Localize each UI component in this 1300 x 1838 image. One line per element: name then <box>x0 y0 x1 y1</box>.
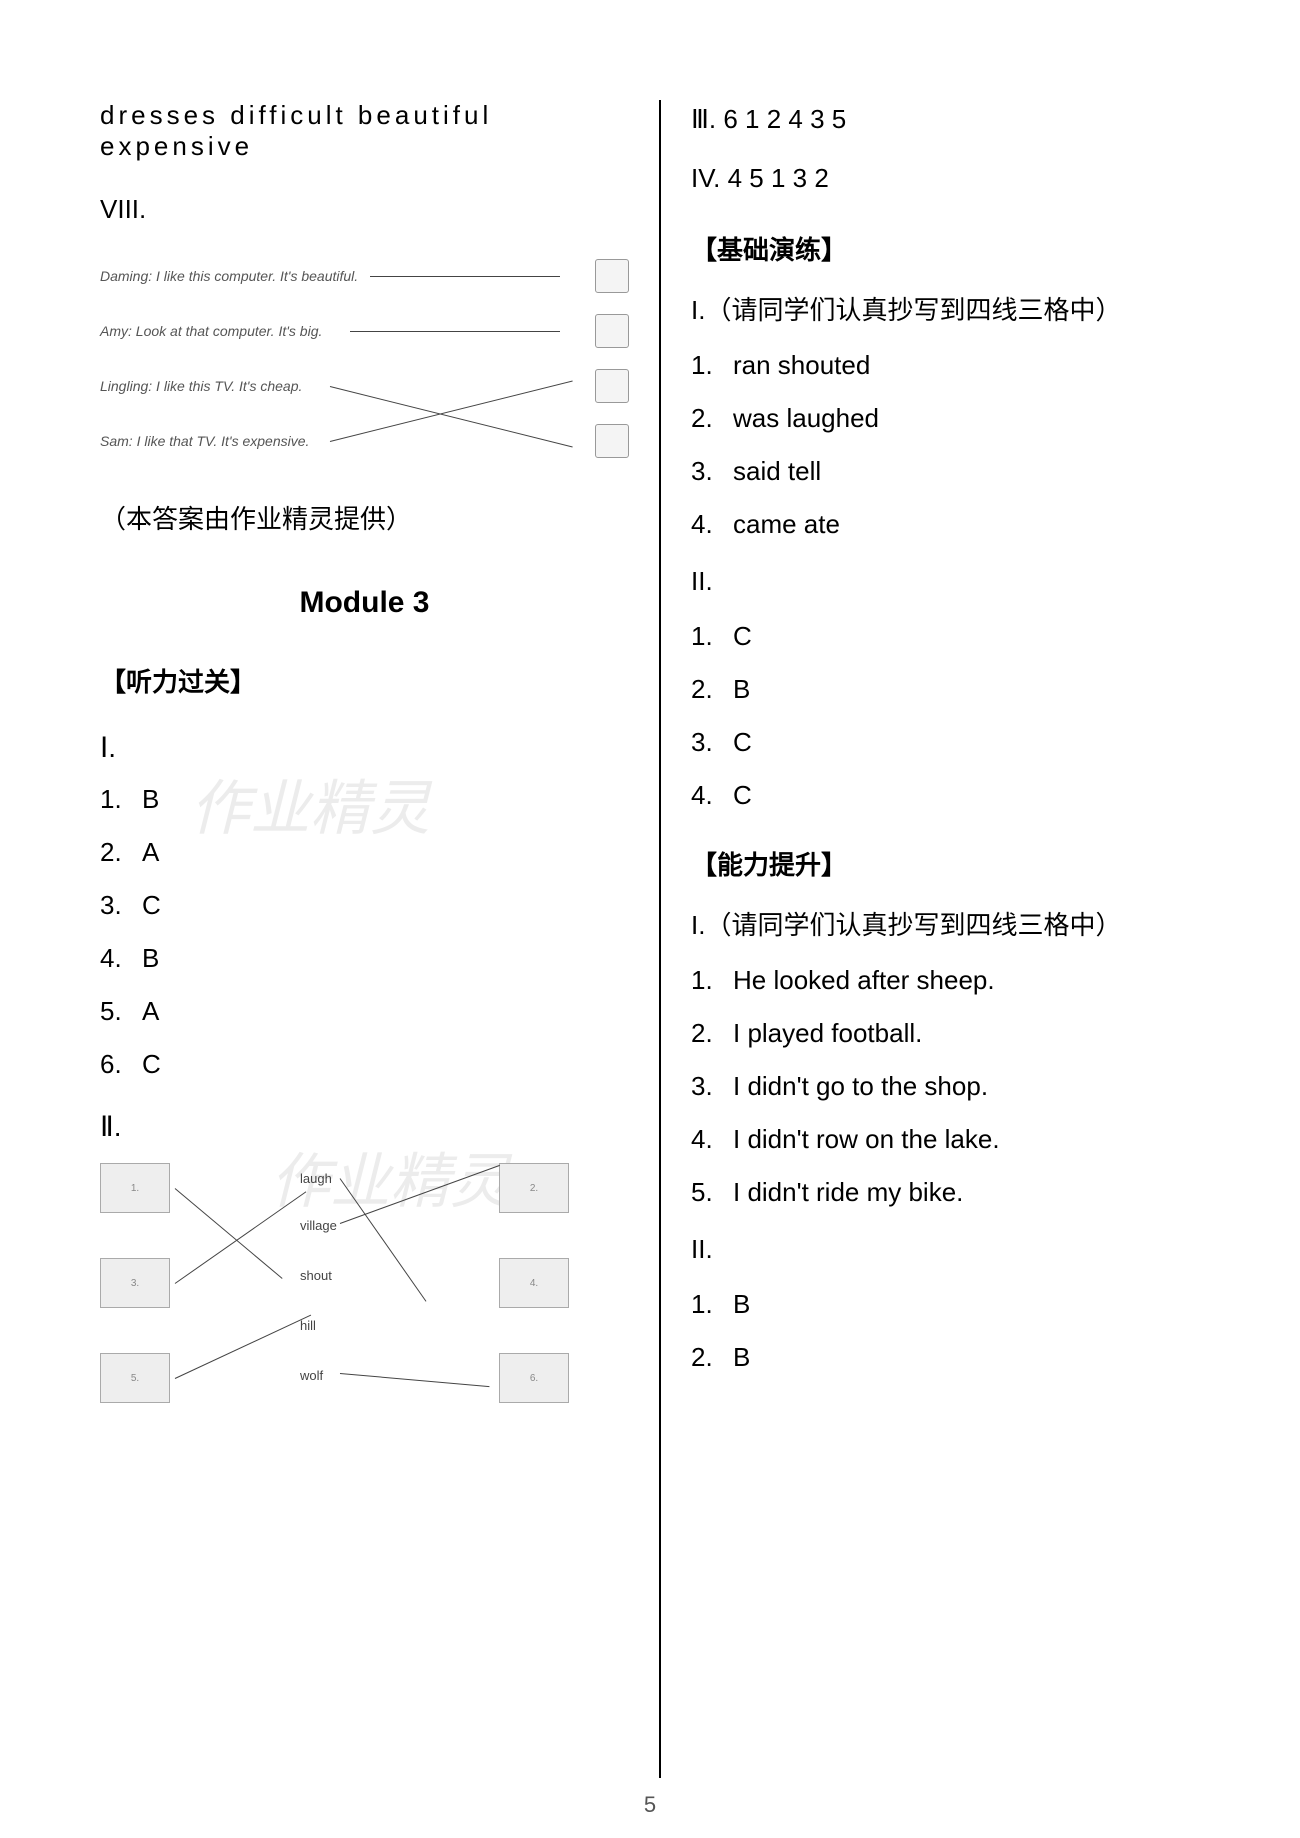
ability-ii-1: 1.B <box>691 1289 1220 1320</box>
roman-1: Ⅰ. <box>100 731 629 764</box>
ability-section-title: 【能力提升】 <box>691 845 1220 882</box>
pic-3: 3. <box>100 1258 170 1308</box>
label-hill: hill <box>300 1318 316 1333</box>
basic-i-2: 2.was laughed <box>691 403 1220 434</box>
match1-text-3: Lingling: I like this TV. It's cheap. <box>100 378 302 394</box>
q1-1: 1.B <box>100 784 629 815</box>
computer-icon <box>595 259 629 293</box>
roman-2: Ⅱ. <box>100 1110 629 1143</box>
ability-ii-2: 2.B <box>691 1342 1220 1373</box>
match1-text-4: Sam: I like that TV. It's expensive. <box>100 433 309 449</box>
label-village: village <box>300 1218 337 1233</box>
pic-2: 2. <box>499 1163 569 1213</box>
label-laugh: laugh <box>300 1171 332 1186</box>
m2-line-1 <box>175 1188 283 1279</box>
footer-note: （本答案由作业精灵提供） <box>100 499 629 536</box>
basic-i-1: 1.ran shouted <box>691 350 1220 381</box>
match-line-2 <box>350 331 560 332</box>
right-column: Ⅲ. 6 1 2 4 3 5 IV. 4 5 1 3 2 【基础演练】 I.（请… <box>661 100 1220 1778</box>
pic-6: 6. <box>499 1353 569 1403</box>
label-shout: shout <box>300 1268 332 1283</box>
basic-i-4: 4.came ate <box>691 509 1220 540</box>
label-wolf: wolf <box>300 1368 323 1383</box>
basic-ii-1: 1.C <box>691 621 1220 652</box>
ability-i-2: 2.I played football. <box>691 1018 1220 1049</box>
basic-i-note: I.（请同学们认真抄写到四线三格中） <box>691 291 1220 330</box>
listening-section-title: 【听力过关】 <box>100 662 629 699</box>
basic-ii-3: 3.C <box>691 727 1220 758</box>
page-container: dresses difficult beautiful expensive VI… <box>0 0 1300 1838</box>
basic-section-title: 【基础演练】 <box>691 230 1220 267</box>
match-line-1 <box>370 276 560 277</box>
pic-5: 5. <box>100 1353 170 1403</box>
computer-big-icon <box>595 314 629 348</box>
q1-5: 5.A <box>100 996 629 1027</box>
ability-ii-head: II. <box>691 1230 1220 1269</box>
m2-line-5 <box>340 1165 500 1224</box>
ability-i-note: I.（请同学们认真抄写到四线三格中） <box>691 906 1220 945</box>
left-column: dresses difficult beautiful expensive VI… <box>100 100 659 1778</box>
page-number: 5 <box>644 1792 656 1818</box>
pic-1: 1. <box>100 1163 170 1213</box>
basic-i-3: 3.said tell <box>691 456 1220 487</box>
matching-diagram-2: 作业精灵 1. 2. 3. 4. 5. 6. laugh village sho… <box>100 1163 629 1443</box>
matching-diagram-1: Daming: I like this computer. It's beaut… <box>100 249 629 469</box>
section-viii: VIII. <box>100 190 629 229</box>
m2-line-3 <box>175 1315 311 1379</box>
match1-text-2: Amy: Look at that computer. It's big. <box>100 323 322 339</box>
basic-ii-head: II. <box>691 562 1220 601</box>
top-words: dresses difficult beautiful expensive <box>100 100 629 162</box>
ability-i-4: 4.I didn't row on the lake. <box>691 1124 1220 1155</box>
ability-i-1: 1.He looked after sheep. <box>691 965 1220 996</box>
basic-ii-2: 2.B <box>691 674 1220 705</box>
q1-4: 4.B <box>100 943 629 974</box>
ability-i-3: 3.I didn't go to the shop. <box>691 1071 1220 1102</box>
tv-cheap-icon <box>595 369 629 403</box>
pic-4: 4. <box>499 1258 569 1308</box>
q1-3: 3.C <box>100 890 629 921</box>
q1-6: 6.C <box>100 1049 629 1080</box>
line-iv: IV. 4 5 1 3 2 <box>691 159 1220 198</box>
m2-line-6 <box>340 1373 490 1387</box>
line-iii: Ⅲ. 6 1 2 4 3 5 <box>691 100 1220 139</box>
module-title: Module 3 <box>100 586 629 620</box>
q1-2: 2.A <box>100 837 629 868</box>
ability-i-5: 5.I didn't ride my bike. <box>691 1177 1220 1208</box>
basic-ii-4: 4.C <box>691 780 1220 811</box>
tv-expensive-icon <box>595 424 629 458</box>
match1-text-1: Daming: I like this computer. It's beaut… <box>100 268 358 284</box>
